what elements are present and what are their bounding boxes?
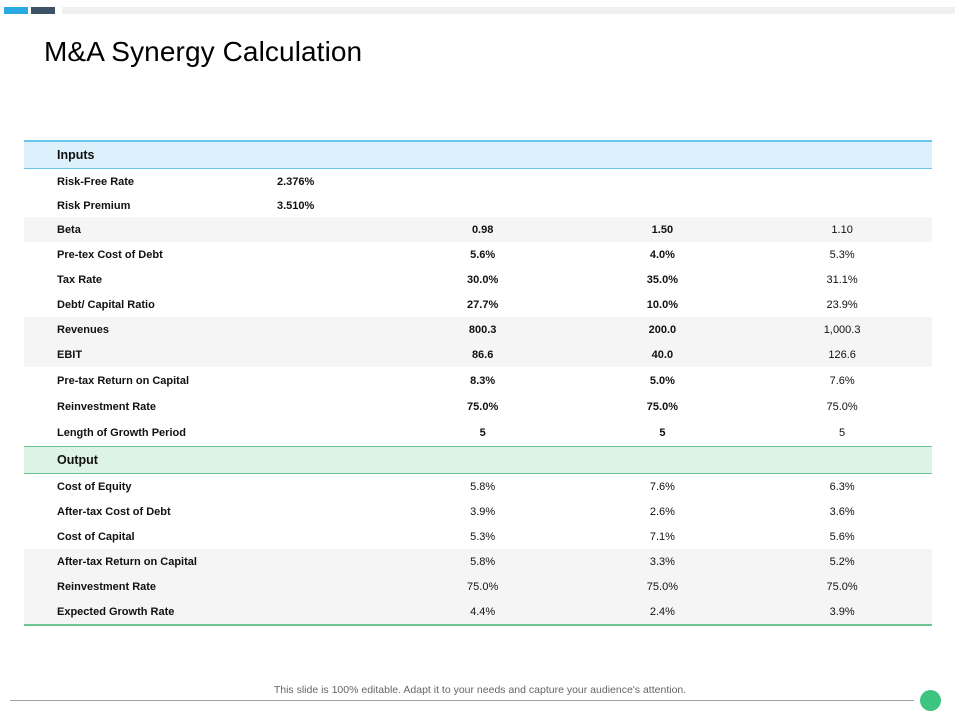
row-value-2: 200.0 xyxy=(648,323,677,336)
row-label: Risk Premium xyxy=(57,199,131,212)
row-value-1: 800.3 xyxy=(468,323,497,336)
footer-divider xyxy=(10,700,914,701)
row-label: Reinvestment Rate xyxy=(57,580,157,593)
footer-note: This slide is 100% editable. Adapt it to… xyxy=(273,684,687,696)
synergy-table: Inputs Risk-Free Rate 2.376% Risk Premiu… xyxy=(24,140,932,626)
table-row: Pre-tex Cost of Debt 5.6% 4.0% 5.3% xyxy=(24,242,932,267)
row-value-1: 5.8% xyxy=(470,555,496,568)
row-value-2: 10.0% xyxy=(646,298,678,311)
row-value-1: 5.6% xyxy=(470,248,496,261)
output-section-header: Output xyxy=(24,446,932,474)
row-label: Debt/ Capital Ratio xyxy=(57,298,155,311)
table-row: Reinvestment Rate 75.0% 75.0% 75.0% xyxy=(24,394,932,419)
row-value-1: 5.8% xyxy=(470,480,496,493)
row-label: Reinvestment Rate xyxy=(57,400,157,413)
page-title: M&A Synergy Calculation xyxy=(44,36,363,67)
table-row: After-tax Return on Capital 5.8% 3.3% 5.2% xyxy=(24,549,932,574)
row-value-2: 75.0% xyxy=(646,580,678,593)
row-value-2: 2.6% xyxy=(649,505,675,518)
row-label: Length of Growth Period xyxy=(57,426,186,439)
row-value-1: 4.4% xyxy=(470,605,496,618)
table-bottom-rule xyxy=(24,624,932,626)
accent-bar-blue xyxy=(4,7,28,14)
table-row: Pre-tax Return on Capital 8.3% 5.0% 7.6% xyxy=(24,367,932,394)
row-value-2: 4.0% xyxy=(649,248,675,261)
row-value: 2.376% xyxy=(277,175,315,188)
row-label: Pre-tax Return on Capital xyxy=(57,374,190,387)
row-value-3: 75.0% xyxy=(826,580,858,593)
row-label: Pre-tex Cost of Debt xyxy=(57,248,163,261)
row-value-3: 23.9% xyxy=(826,298,858,311)
row-value-1: 5.3% xyxy=(470,530,496,543)
row-value-3: 3.9% xyxy=(829,605,855,618)
accent-bar-gray xyxy=(62,7,955,14)
row-value-2: 7.1% xyxy=(649,530,675,543)
row-label: Cost of Capital xyxy=(57,530,135,543)
table-row: Tax Rate 30.0% 35.0% 31.1% xyxy=(24,267,932,292)
inputs-label: Inputs xyxy=(57,148,95,162)
row-label: Tax Rate xyxy=(57,273,103,286)
row-value-2: 7.6% xyxy=(649,480,675,493)
footer-dot xyxy=(920,690,941,711)
row-value-2: 35.0% xyxy=(646,273,678,286)
row-label: Expected Growth Rate xyxy=(57,605,175,618)
row-value-3: 31.1% xyxy=(826,273,858,286)
row-value-2: 5.0% xyxy=(649,374,675,387)
input-rows: Beta 0.98 1.50 1.10 Pre-tex Cost of Debt 5.6%… xyxy=(24,217,932,446)
row-label: After-tax Cost of Debt xyxy=(57,505,171,518)
output-rows: Cost of Equity 5.8% 7.6% 6.3% After-tax Cost… xyxy=(24,474,932,624)
row-value-1: 5 xyxy=(479,426,486,439)
row-label: Risk-Free Rate xyxy=(57,175,135,188)
table-row-risk-free: Risk-Free Rate 2.376% xyxy=(24,169,932,194)
row-label: After-tax Return on Capital xyxy=(57,555,197,568)
row-value-3: 1,000.3 xyxy=(823,323,861,336)
row-value-3: 5.2% xyxy=(829,555,855,568)
row-value-3: 3.6% xyxy=(829,505,855,518)
table-row: Cost of Capital 5.3% 7.1% 5.6% xyxy=(24,524,932,549)
inputs-section-header: Inputs xyxy=(24,140,932,169)
row-value-2: 75.0% xyxy=(646,400,678,413)
row-value: 3.510% xyxy=(277,199,315,212)
row-value-3: 5.3% xyxy=(829,248,855,261)
row-label: Cost of Equity xyxy=(57,480,132,493)
table-row: Cost of Equity 5.8% 7.6% 6.3% xyxy=(24,474,932,499)
table-row: After-tax Cost of Debt 3.9% 2.6% 3.6% xyxy=(24,499,932,524)
row-label: EBIT xyxy=(57,348,83,361)
row-value-1: 86.6 xyxy=(471,348,494,361)
row-value-1: 0.98 xyxy=(471,223,494,236)
row-value-3: 7.6% xyxy=(829,374,855,387)
row-value-3: 5.6% xyxy=(829,530,855,543)
table-row: Revenues 800.3 200.0 1,000.3 xyxy=(24,317,932,342)
table-row: Expected Growth Rate 4.4% 2.4% 3.9% xyxy=(24,599,932,624)
table-row: Length of Growth Period 5 5 5 xyxy=(24,419,932,446)
table-row: Beta 0.98 1.50 1.10 xyxy=(24,217,932,242)
row-value-2: 3.3% xyxy=(649,555,675,568)
table-row: Reinvestment Rate 75.0% 75.0% 75.0% xyxy=(24,574,932,599)
row-value-2: 5 xyxy=(659,426,666,439)
row-value-2: 2.4% xyxy=(649,605,675,618)
row-value-3: 5 xyxy=(839,426,846,439)
row-label: Beta xyxy=(57,223,81,236)
row-value-3: 75.0% xyxy=(826,400,858,413)
row-value-1: 3.9% xyxy=(470,505,496,518)
table-row-risk-premium: Risk Premium 3.510% xyxy=(24,194,932,217)
row-value-2: 1.50 xyxy=(651,223,674,236)
row-value-3: 6.3% xyxy=(829,480,855,493)
row-label: Revenues xyxy=(57,323,109,336)
row-value-1: 30.0% xyxy=(467,273,499,286)
row-value-1: 8.3% xyxy=(470,374,496,387)
row-value-2: 40.0 xyxy=(651,348,674,361)
output-label: Output xyxy=(57,453,98,467)
accent-bar-navy xyxy=(31,7,55,14)
row-value-1: 27.7% xyxy=(467,298,499,311)
table-row: EBIT 86.6 40.0 126.6 xyxy=(24,342,932,367)
row-value-3: 1.10 xyxy=(831,223,853,236)
table-row: Debt/ Capital Ratio 27.7% 10.0% 23.9% xyxy=(24,292,932,317)
row-value-3: 126.6 xyxy=(828,348,856,361)
row-value-1: 75.0% xyxy=(467,580,499,593)
row-value-1: 75.0% xyxy=(467,400,499,413)
